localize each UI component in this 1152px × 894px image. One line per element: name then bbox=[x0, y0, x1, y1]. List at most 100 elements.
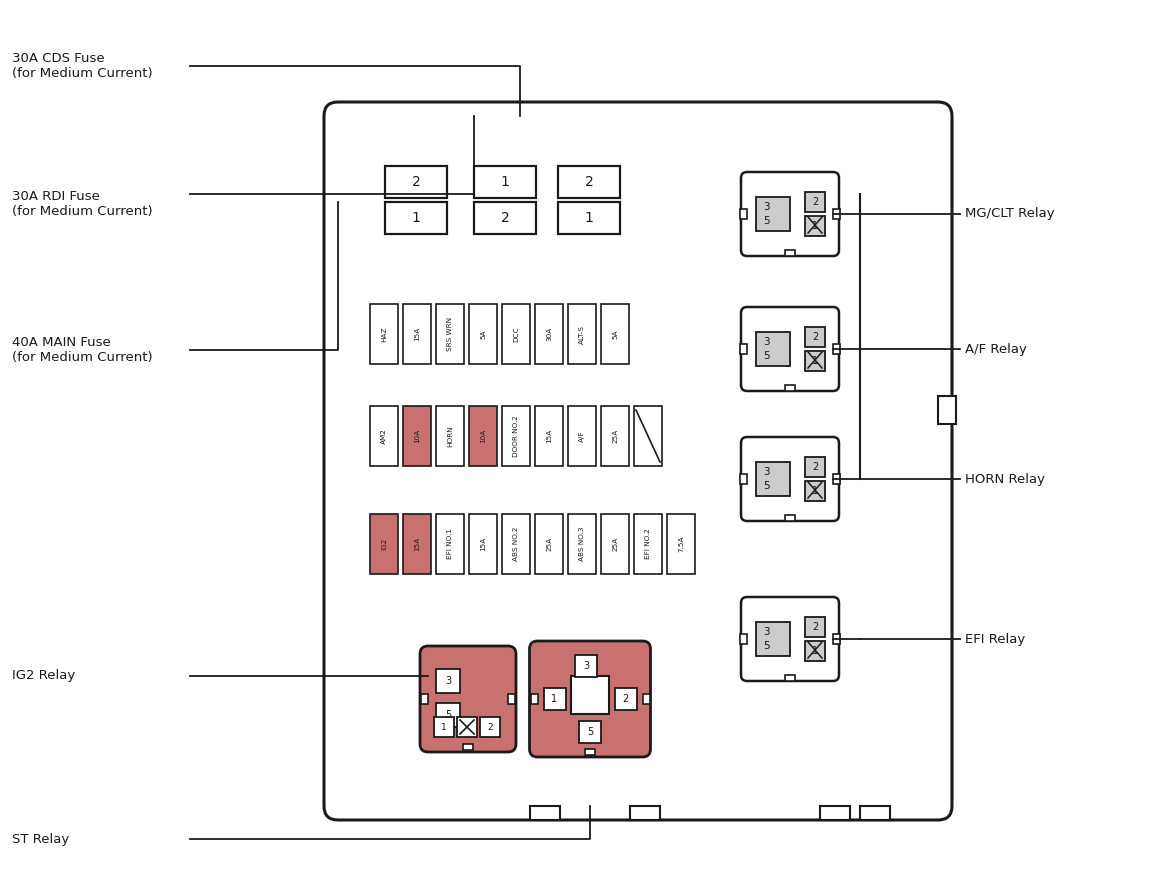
Bar bbox=[833, 474, 840, 484]
FancyBboxPatch shape bbox=[741, 307, 839, 391]
Text: IG2: IG2 bbox=[381, 538, 387, 550]
Text: DOOR NO.2: DOOR NO.2 bbox=[513, 415, 520, 457]
Text: 7.5A: 7.5A bbox=[679, 536, 684, 552]
Text: 40A MAIN Fuse
(for Medium Current): 40A MAIN Fuse (for Medium Current) bbox=[12, 336, 152, 364]
FancyBboxPatch shape bbox=[741, 597, 839, 681]
Bar bbox=[861, 806, 890, 820]
Text: 25A: 25A bbox=[612, 429, 617, 443]
Text: 30A RDI Fuse
(for Medium Current): 30A RDI Fuse (for Medium Current) bbox=[12, 190, 152, 218]
Text: 1: 1 bbox=[501, 175, 509, 189]
Bar bbox=[558, 166, 620, 198]
Text: 2: 2 bbox=[812, 622, 818, 632]
Bar bbox=[435, 703, 460, 727]
Bar bbox=[740, 209, 746, 219]
Bar bbox=[403, 406, 431, 466]
Text: ALT-S: ALT-S bbox=[579, 325, 585, 343]
Bar bbox=[805, 351, 825, 371]
Text: 5: 5 bbox=[763, 216, 770, 226]
Bar bbox=[463, 744, 473, 750]
Text: 1: 1 bbox=[812, 356, 818, 366]
Bar bbox=[667, 514, 695, 574]
Text: DCC: DCC bbox=[513, 326, 520, 342]
Text: SRS WRN: SRS WRN bbox=[447, 317, 453, 351]
FancyBboxPatch shape bbox=[530, 641, 651, 757]
Bar bbox=[634, 406, 662, 466]
Text: HAZ: HAZ bbox=[381, 326, 387, 342]
Text: HORN Relay: HORN Relay bbox=[965, 473, 1045, 485]
Bar bbox=[634, 514, 662, 574]
Bar bbox=[740, 634, 746, 644]
Bar bbox=[575, 655, 597, 677]
Bar bbox=[820, 806, 850, 820]
Bar bbox=[785, 515, 795, 521]
Bar bbox=[544, 688, 566, 710]
Bar bbox=[469, 514, 497, 574]
Text: 5: 5 bbox=[763, 482, 770, 492]
Text: ABS NO.3: ABS NO.3 bbox=[579, 527, 585, 561]
Text: 3: 3 bbox=[583, 661, 589, 671]
Bar bbox=[469, 406, 497, 466]
Text: 1: 1 bbox=[812, 221, 818, 231]
Text: 1: 1 bbox=[584, 211, 593, 225]
Bar bbox=[508, 694, 515, 704]
Text: HORN: HORN bbox=[447, 426, 453, 447]
Bar bbox=[756, 197, 790, 231]
Text: MG/CLT Relay: MG/CLT Relay bbox=[965, 207, 1054, 221]
Text: 2: 2 bbox=[812, 332, 818, 342]
Bar bbox=[457, 717, 477, 737]
Text: 15A: 15A bbox=[546, 429, 552, 443]
Bar bbox=[740, 344, 746, 354]
Bar bbox=[579, 721, 601, 743]
Text: 2: 2 bbox=[584, 175, 593, 189]
Bar bbox=[434, 717, 454, 737]
Bar bbox=[756, 332, 790, 366]
Bar bbox=[558, 202, 620, 234]
Bar bbox=[568, 304, 596, 364]
Bar bbox=[403, 304, 431, 364]
Bar bbox=[502, 304, 530, 364]
Text: A/F Relay: A/F Relay bbox=[965, 342, 1026, 356]
Text: 3: 3 bbox=[445, 676, 452, 686]
Bar bbox=[502, 406, 530, 466]
Bar bbox=[805, 641, 825, 661]
Bar bbox=[756, 462, 790, 496]
Text: 1: 1 bbox=[552, 694, 558, 704]
Bar bbox=[370, 514, 397, 574]
Bar bbox=[403, 514, 431, 574]
FancyBboxPatch shape bbox=[420, 646, 516, 752]
Bar bbox=[535, 514, 563, 574]
Bar bbox=[473, 202, 536, 234]
Text: 5A: 5A bbox=[612, 329, 617, 339]
Bar bbox=[370, 406, 397, 466]
Text: 15A: 15A bbox=[414, 537, 420, 551]
Text: 2: 2 bbox=[411, 175, 420, 189]
Bar bbox=[833, 344, 840, 354]
Bar bbox=[833, 634, 840, 644]
Bar bbox=[435, 669, 460, 693]
Bar bbox=[805, 457, 825, 477]
Text: 5: 5 bbox=[763, 642, 770, 652]
Bar bbox=[805, 192, 825, 212]
Bar bbox=[740, 474, 746, 484]
Text: 3: 3 bbox=[763, 336, 770, 347]
Bar bbox=[805, 617, 825, 637]
Text: 1: 1 bbox=[441, 722, 447, 731]
Text: 2: 2 bbox=[487, 722, 493, 731]
Text: 15A: 15A bbox=[480, 537, 486, 551]
Bar bbox=[385, 202, 447, 234]
Text: 1: 1 bbox=[411, 211, 420, 225]
FancyBboxPatch shape bbox=[741, 437, 839, 521]
Bar bbox=[571, 676, 609, 714]
Bar bbox=[805, 327, 825, 347]
Bar bbox=[385, 166, 447, 198]
Text: 25A: 25A bbox=[612, 537, 617, 551]
Bar bbox=[469, 304, 497, 364]
Bar bbox=[568, 406, 596, 466]
Text: EFI NO.1: EFI NO.1 bbox=[447, 528, 453, 560]
Bar bbox=[473, 166, 536, 198]
Bar bbox=[435, 514, 464, 574]
Text: ST Relay: ST Relay bbox=[12, 832, 69, 846]
Bar bbox=[502, 514, 530, 574]
Text: 1: 1 bbox=[812, 646, 818, 656]
Bar bbox=[535, 406, 563, 466]
